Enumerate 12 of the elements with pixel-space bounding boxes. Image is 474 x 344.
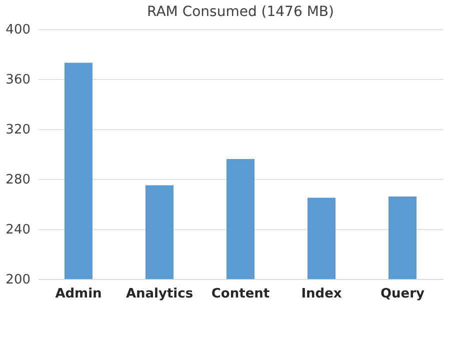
y-tick-label: 360 bbox=[6, 72, 30, 88]
chart-title: RAM Consumed (1476 MB) bbox=[147, 4, 334, 20]
y-tick-label: 280 bbox=[6, 172, 30, 188]
y-tick-label: 320 bbox=[6, 122, 30, 138]
y-tick-label: 400 bbox=[6, 22, 30, 38]
x-tick-label: Analytics bbox=[126, 286, 194, 302]
x-tick-label: Content bbox=[211, 286, 270, 302]
x-tick-label: Index bbox=[301, 286, 342, 302]
x-tick-label: Admin bbox=[55, 286, 102, 302]
x-tick-label: Query bbox=[380, 286, 426, 302]
y-tick-label: 240 bbox=[6, 222, 30, 238]
y-tick-label: 200 bbox=[6, 272, 30, 288]
